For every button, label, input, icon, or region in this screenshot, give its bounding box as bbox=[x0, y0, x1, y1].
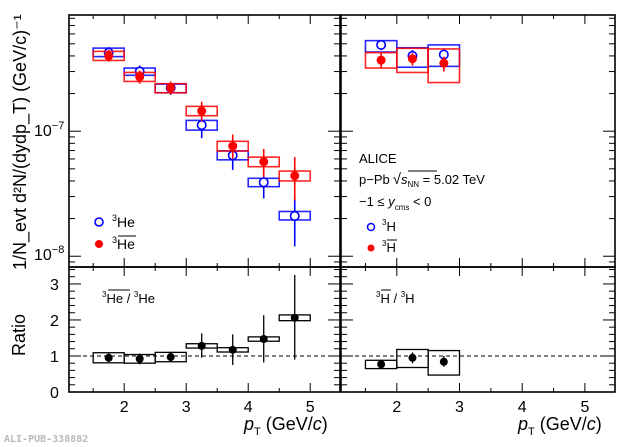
legend-helium: 3He 3He bbox=[94, 213, 136, 252]
x-tick-label: 2 bbox=[120, 399, 129, 416]
collision-system-label: p−Pb √sNN = 5.02 TeV bbox=[359, 171, 485, 189]
data-point bbox=[104, 353, 113, 362]
x-tick-label: 5 bbox=[580, 399, 589, 416]
x-tick-label: 4 bbox=[244, 399, 253, 416]
data-point bbox=[135, 72, 145, 82]
data-point bbox=[439, 58, 449, 68]
data-point bbox=[196, 120, 207, 131]
data-point bbox=[135, 354, 144, 363]
annotation-block: ALICE p−Pb √sNN = 5.02 TeV −1 ≤ ycms < 0 … bbox=[359, 151, 485, 255]
data-point bbox=[166, 353, 175, 362]
publication-id: ALI-PUB-338882 bbox=[4, 434, 88, 445]
ratio-y-tick-label: 2 bbox=[50, 313, 59, 330]
legend-label-3h-bar: 3H bbox=[382, 239, 396, 255]
x-tick-label: 3 bbox=[455, 399, 464, 416]
x-tick-label: 3 bbox=[182, 399, 191, 416]
ratio-y-tick-label: 1 bbox=[50, 349, 59, 366]
ratio-y-tick-label: 0 bbox=[50, 385, 59, 402]
ratio-label-triton: 3H / 3H bbox=[376, 290, 415, 306]
data-point bbox=[376, 55, 386, 65]
syst-box bbox=[427, 349, 461, 376]
legend-label-3he: 3He bbox=[112, 213, 135, 230]
data-point bbox=[377, 360, 386, 369]
data-point bbox=[228, 345, 237, 354]
legend-marker-open-circle-icon bbox=[366, 222, 376, 232]
y-tick-label-1e-8: 10−8 bbox=[34, 244, 64, 264]
data-point bbox=[259, 157, 269, 167]
data-point bbox=[290, 171, 300, 181]
legend-marker-filled-circle-icon bbox=[367, 244, 375, 252]
data-point bbox=[166, 83, 176, 93]
spectra-y-axis-label: 1/N_evt d²N/(dydp_T) (GeV/c)⁻¹ bbox=[10, 14, 31, 270]
data-point bbox=[197, 341, 206, 350]
data-point bbox=[376, 39, 387, 50]
ratio-y-tick-label: 3 bbox=[50, 277, 59, 294]
legend-label-3h: 3H bbox=[382, 218, 396, 234]
x-tick-label: 5 bbox=[306, 399, 315, 416]
data-point bbox=[258, 177, 269, 188]
data-point bbox=[439, 357, 448, 366]
legend-marker-filled-circle-icon bbox=[95, 240, 103, 248]
y-tick-label-1e-7: 10−7 bbox=[34, 120, 64, 140]
data-point bbox=[290, 313, 299, 322]
data-point bbox=[407, 54, 417, 64]
x-tick-label: 2 bbox=[392, 399, 401, 416]
legend-marker-open-circle-icon bbox=[94, 217, 104, 227]
data-point bbox=[259, 335, 268, 344]
data-point bbox=[197, 106, 207, 116]
data-point bbox=[408, 353, 417, 362]
ratio-label-helium: 3He / 3He bbox=[102, 290, 155, 306]
ratio-y-axis-label: Ratio bbox=[9, 314, 29, 356]
syst-box bbox=[427, 48, 461, 84]
data-point bbox=[228, 141, 238, 151]
panel-frame-bl bbox=[68, 266, 341, 393]
x-axis-title-left: pT (GeV/c) bbox=[243, 414, 328, 438]
panel-frame-br bbox=[340, 266, 616, 393]
x-axis-title-right: pT (GeV/c) bbox=[517, 414, 602, 438]
rapidity-label: −1 ≤ ycms < 0 bbox=[359, 194, 431, 212]
experiment-label: ALICE bbox=[359, 151, 397, 166]
legend-label-3he-bar: 3He bbox=[112, 235, 135, 252]
x-tick-label: 4 bbox=[518, 399, 527, 416]
data-point bbox=[289, 210, 300, 221]
data-point bbox=[104, 51, 114, 61]
